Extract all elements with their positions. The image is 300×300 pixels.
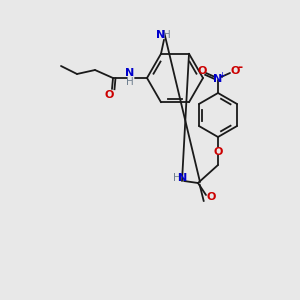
Text: O: O: [104, 90, 114, 100]
Text: O: O: [197, 66, 207, 76]
Text: N: N: [178, 173, 188, 183]
Text: O: O: [213, 147, 223, 157]
Text: N: N: [213, 74, 223, 84]
Text: N: N: [125, 68, 135, 78]
Text: H: H: [163, 30, 171, 40]
Text: H: H: [126, 77, 134, 87]
Text: O: O: [206, 192, 216, 202]
Text: -: -: [237, 61, 243, 74]
Text: N: N: [156, 30, 166, 40]
Text: +: +: [219, 71, 225, 80]
Text: O: O: [230, 66, 240, 76]
Text: H: H: [173, 173, 181, 183]
